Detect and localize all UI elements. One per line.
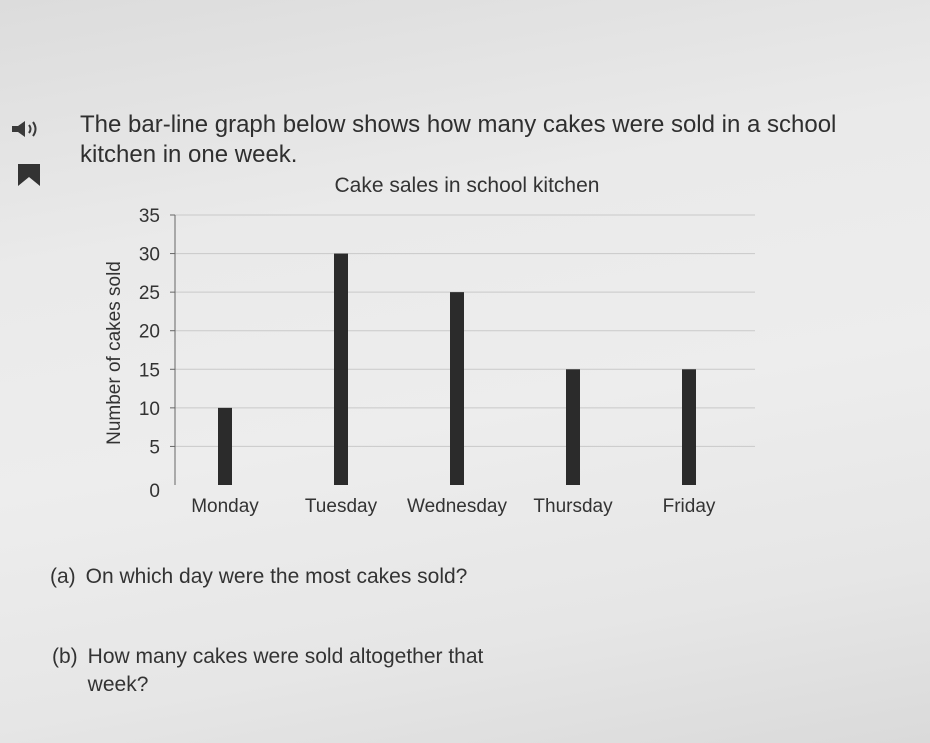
bar-chart: Cake sales in school kitchen Number of c…	[0, 160, 930, 530]
question-b-text: How many cakes were sold altogether that…	[87, 645, 484, 696]
speaker-icon[interactable]	[10, 118, 54, 140]
x-tick-label: Wednesday	[407, 496, 507, 517]
chart-title: Cake sales in school kitchen	[335, 174, 600, 197]
bookmark-icon[interactable]	[16, 162, 42, 188]
chart-svg: Cake sales in school kitchen Number of c…	[104, 174, 755, 517]
y-tick-label: 10	[139, 399, 160, 420]
y-tick-label: 20	[139, 322, 160, 343]
y-axis: 0 5 10 15 20 25 30 35	[139, 206, 176, 502]
bar-thursday	[566, 369, 580, 485]
question-a-text: On which day were the most cakes sold?	[85, 565, 468, 588]
x-tick-label: Thursday	[533, 496, 613, 517]
bar-monday	[218, 407, 232, 485]
bar-tuesday	[334, 253, 348, 485]
y-axis-label: Number of cakes sold	[104, 261, 125, 445]
intro-text: The bar-line graph below shows how many …	[80, 111, 837, 168]
y-tick-label: 25	[139, 283, 160, 304]
y-tick-label: 15	[139, 360, 160, 381]
x-tick-label: Friday	[663, 496, 716, 517]
y-tick-label: 30	[139, 245, 160, 266]
x-tick-label: Monday	[191, 496, 259, 517]
y-tick-label: 0	[149, 481, 160, 502]
question-b-label: (b)	[52, 645, 78, 668]
question-a-label: (a)	[50, 565, 76, 588]
x-tick-label: Tuesday	[305, 496, 378, 517]
y-tick-label: 5	[149, 437, 160, 458]
question-b: (b) How many cakes were sold altogether t…	[52, 643, 532, 699]
bar-friday	[682, 369, 696, 485]
y-tick-label: 35	[139, 206, 160, 227]
x-tick-labels: Monday Tuesday Wednesday Thursday Friday	[191, 496, 716, 517]
bar-wednesday	[450, 292, 464, 485]
grid-lines	[175, 214, 755, 447]
question-a: (a) On which day were the most cakes sold…	[50, 563, 467, 591]
bars	[218, 253, 696, 485]
